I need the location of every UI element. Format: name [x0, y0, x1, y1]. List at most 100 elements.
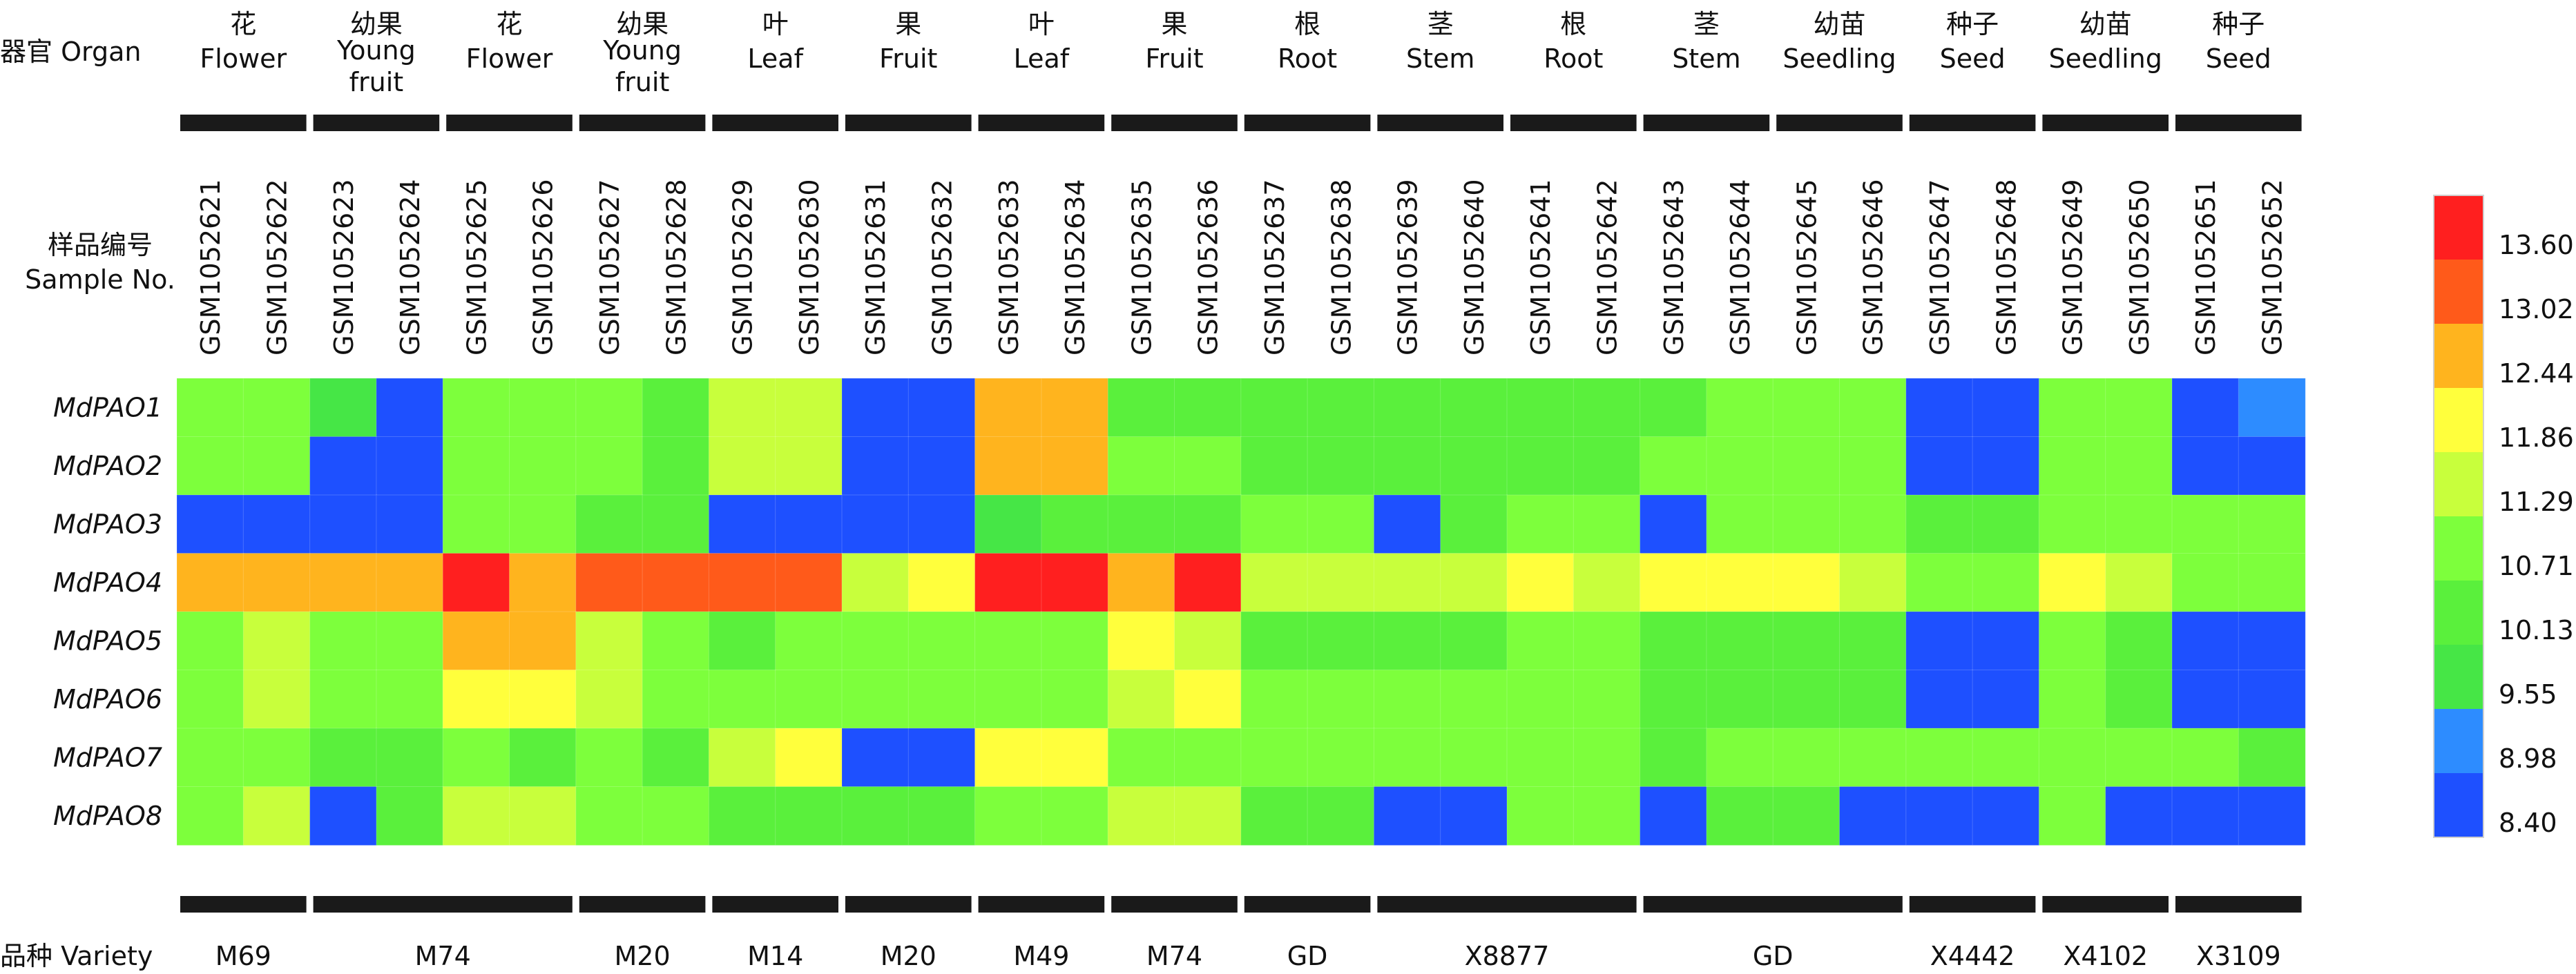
heatmap-cell [1373, 436, 1441, 496]
heatmap-cell [442, 786, 510, 846]
heatmap-cell [176, 670, 244, 730]
heatmap-cell [309, 670, 378, 730]
heatmap-cell [1440, 611, 1508, 671]
organ-bracket-bar [180, 115, 307, 131]
sample-label: GSM1052632 [927, 179, 958, 355]
heatmap-cell [974, 611, 1042, 671]
heatmap-cell [376, 611, 444, 671]
heatmap-cell [775, 378, 843, 438]
organ-label-en: Seedling [2049, 43, 2162, 74]
heatmap-cell [1041, 786, 1109, 846]
variety-bracket-bar [978, 896, 1105, 913]
heatmap-cell [442, 670, 510, 730]
heatmap-cell [1839, 553, 1907, 613]
heatmap-cell [1041, 436, 1109, 496]
heatmap-cell [1640, 553, 1708, 613]
heatmap-cell [2038, 436, 2106, 496]
heatmap-cell [2171, 611, 2240, 671]
organ-label-en: Root [1544, 43, 1603, 74]
heatmap-cell [509, 728, 577, 788]
heatmap-cell [708, 728, 776, 788]
heatmap-cell [907, 378, 976, 438]
heatmap-cell [242, 728, 311, 788]
sample-label: GSM1052646 [1858, 179, 1889, 355]
variety-label: M74 [415, 941, 471, 971]
colorbar-segment [2434, 581, 2483, 645]
heatmap-cell [1307, 553, 1375, 613]
heatmap-cell [775, 553, 843, 613]
sample-label: GSM1052647 [1925, 179, 1955, 355]
heatmap-cell [1640, 436, 1708, 496]
heatmap-cell [1839, 670, 1907, 730]
variety-label: GD [1753, 941, 1794, 971]
heatmap-cell [1772, 378, 1840, 438]
organ-label-cn: 幼果 [616, 9, 669, 39]
organ-label-en: Seedling [1782, 43, 1896, 74]
heatmap-cell [1041, 728, 1109, 788]
gene-label: MdPAO2 [53, 451, 162, 481]
organ-label-en: Young fruit [602, 35, 682, 97]
heatmap-cell [1506, 553, 1575, 613]
heatmap-cell [1706, 670, 1774, 730]
heatmap-cell [841, 670, 910, 730]
heatmap-cell [1506, 728, 1575, 788]
heatmap-cell [2238, 494, 2306, 554]
heatmap-cell [1373, 494, 1441, 554]
colorbar-segment [2434, 195, 2483, 260]
heatmap-cell [642, 786, 710, 846]
heatmap-cell [1373, 786, 1441, 846]
heatmap-cell [1573, 494, 1641, 554]
heatmap-cell [2038, 786, 2106, 846]
sample-label: GSM1052640 [1459, 179, 1490, 355]
organ-label-en: Stem [1406, 43, 1474, 74]
heatmap-cell [1240, 786, 1309, 846]
variety-bracket-bar [1244, 896, 1371, 913]
heatmap-cell [1706, 436, 1774, 496]
heatmap-cell [775, 436, 843, 496]
heatmap-cell [1174, 611, 1242, 671]
heatmap-cell [1506, 611, 1575, 671]
variety-bracket-bar [1909, 896, 2036, 913]
heatmap-cell [376, 553, 444, 613]
organ-label-en: Flower [466, 43, 553, 74]
heatmap-cell [509, 436, 577, 496]
heatmap-cell [176, 436, 244, 496]
organ-label-en: Flower [200, 43, 287, 74]
heatmap-cell [1307, 436, 1375, 496]
heatmap-cell [176, 728, 244, 788]
heatmap-cell [2105, 553, 2173, 613]
heatmap-cell [708, 553, 776, 613]
heatmap-cell [1905, 494, 1974, 554]
sample-axis-label-cn: 样品编号 [48, 230, 153, 260]
heatmap-cell [1573, 670, 1641, 730]
heatmap-cell [1107, 494, 1175, 554]
heatmap-cell [1905, 436, 1974, 496]
sample-label: GSM1052635 [1126, 179, 1157, 355]
heatmap-cell [1706, 494, 1774, 554]
colorbar-segment [2434, 260, 2483, 324]
heatmap-cell [2171, 494, 2240, 554]
heatmap-cell [708, 494, 776, 554]
heatmap-cell [1640, 786, 1708, 846]
heatmap-cell [1905, 611, 1974, 671]
heatmap-cell [1905, 670, 1974, 730]
variety-label: X4442 [1930, 941, 2015, 971]
organ-label-cn: 种子 [2212, 9, 2265, 39]
heatmap-cell [1174, 494, 1242, 554]
heatmap-cell [309, 378, 378, 438]
heatmap-cell [1107, 728, 1175, 788]
heatmap-cell [2105, 728, 2173, 788]
heatmap-cell [509, 670, 577, 730]
heatmap-cell [1772, 494, 1840, 554]
variety-label: M20 [881, 941, 936, 971]
organ-label-cn: 花 [230, 9, 256, 39]
sample-label: GSM1052633 [994, 179, 1024, 355]
colorbar-segment [2434, 516, 2483, 581]
heatmap-cell [775, 670, 843, 730]
sample-label: GSM1052628 [661, 179, 691, 355]
heatmap-cell [642, 611, 710, 671]
colorbar-tick-label: 8.98 [2499, 743, 2557, 774]
heatmap-cell [841, 553, 910, 613]
heatmap-cell [841, 728, 910, 788]
